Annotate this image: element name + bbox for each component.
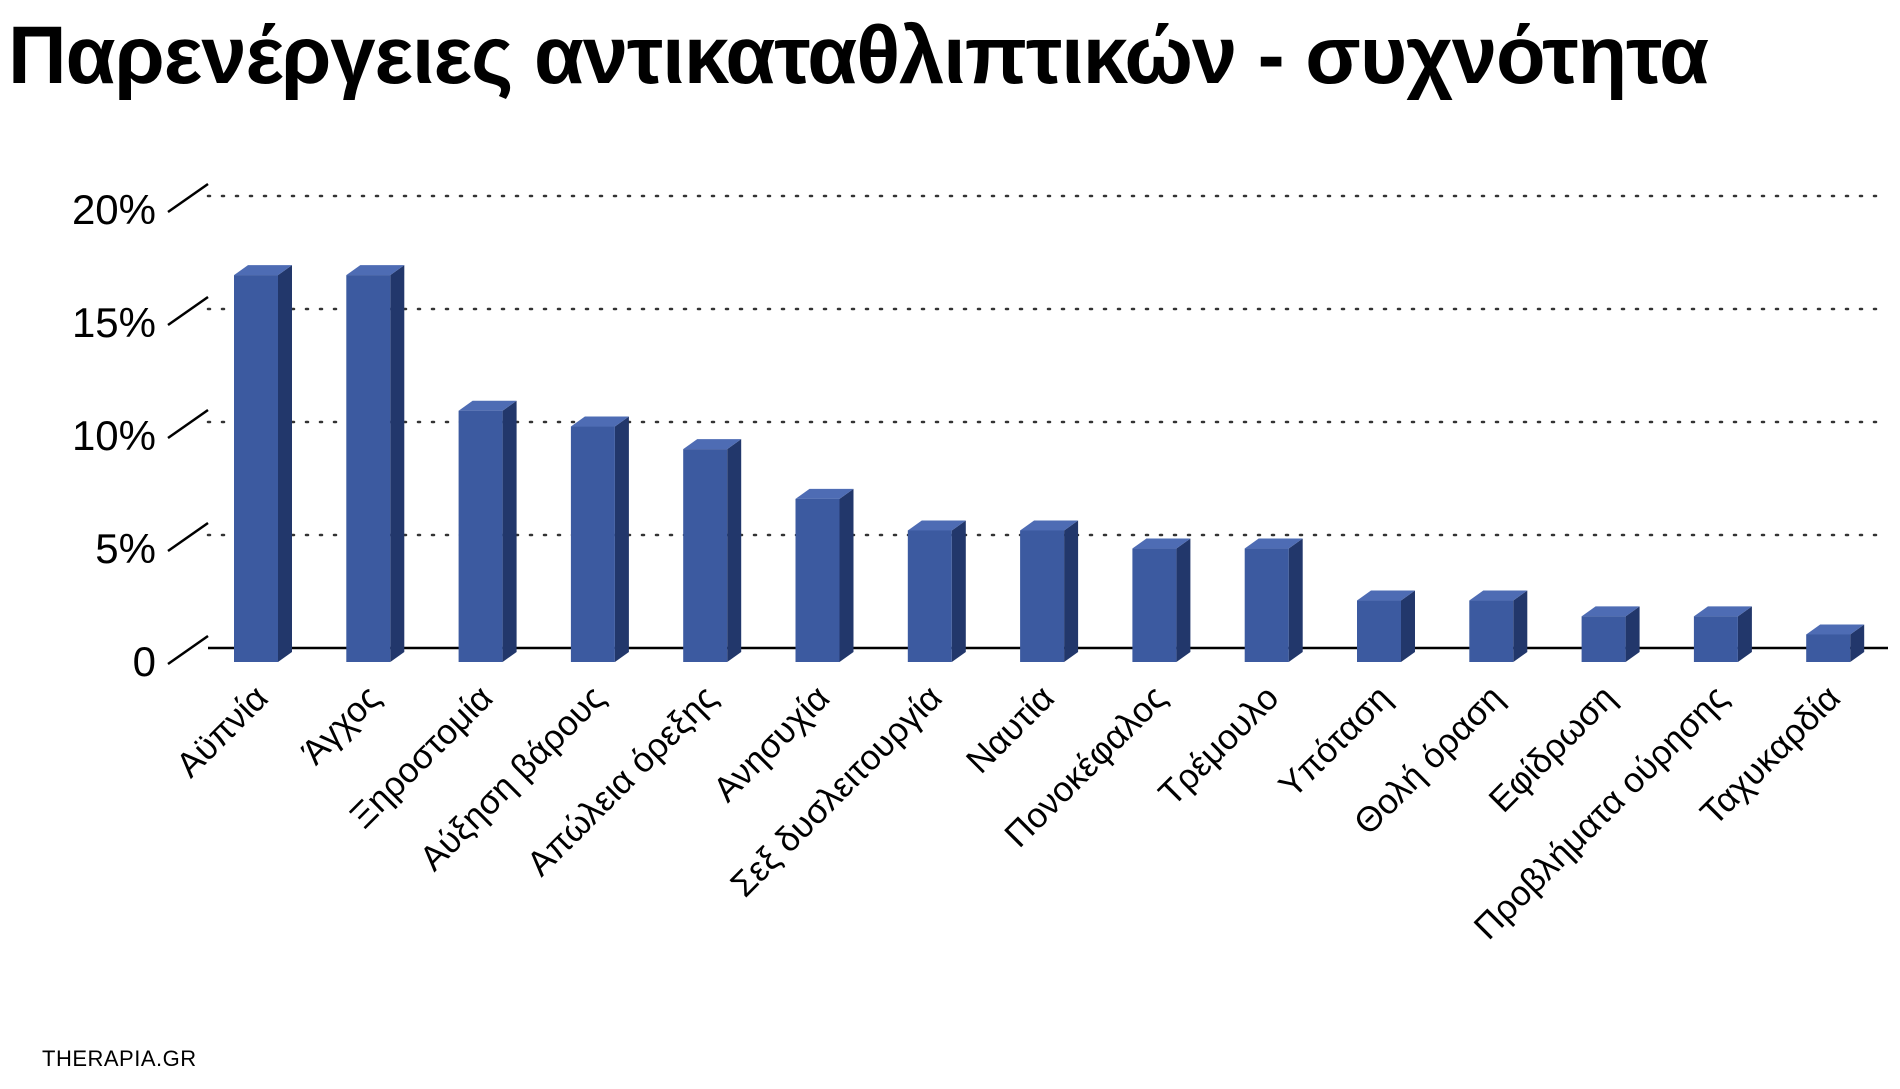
y-tick-label: 10%	[72, 412, 156, 459]
bar-top	[346, 265, 405, 276]
bar-top	[1581, 606, 1640, 617]
bar-top	[683, 439, 742, 450]
bar	[458, 410, 503, 662]
bar-top	[1806, 624, 1865, 635]
bar-top	[1020, 520, 1079, 531]
bar	[795, 498, 840, 662]
bar	[1020, 530, 1065, 662]
y-axis: 0 5% 10% 15% 20%	[72, 182, 209, 685]
bar-side	[278, 265, 292, 662]
category-label: Σεξ δυσλειτουργία	[723, 678, 949, 904]
bar-side	[1850, 624, 1865, 662]
y-tick-label: 5%	[95, 525, 156, 572]
bar	[1693, 616, 1738, 662]
bar	[1244, 548, 1289, 662]
y-tick-mark	[167, 295, 209, 327]
bar-side	[839, 488, 854, 662]
category-label: Τρέμουλο	[1151, 678, 1286, 813]
y-tick-label: 20%	[72, 186, 156, 233]
bar	[234, 275, 278, 662]
bar-top	[1244, 538, 1303, 549]
bar-side	[1064, 520, 1079, 662]
category-label: Ναυτία	[959, 678, 1062, 781]
bar	[1469, 600, 1514, 662]
y-tick-mark	[167, 521, 209, 553]
category-label: Απώλεια όρεξης	[519, 678, 724, 883]
bar-side	[1625, 606, 1640, 662]
bar	[907, 530, 952, 662]
bar-side	[614, 416, 629, 662]
bar	[570, 426, 615, 662]
y-tick-label: 0	[133, 638, 156, 685]
y-tick-mark	[167, 182, 209, 214]
bar-top	[1357, 590, 1415, 601]
y-tick-mark	[167, 634, 209, 666]
bar-top	[458, 400, 517, 411]
chart-title: Παρενέργειες αντικαταθλιπτικών - συχνότη…	[8, 10, 1709, 101]
bar-top	[570, 416, 629, 427]
category-label: Αϋπνία	[169, 678, 276, 785]
bar-top	[234, 265, 292, 276]
bar-side	[727, 439, 742, 662]
bar	[1132, 548, 1177, 662]
bar	[1806, 634, 1851, 662]
bar-side	[1401, 590, 1415, 662]
bar-side	[1176, 538, 1191, 662]
bar-top	[1693, 606, 1752, 617]
bar-side	[1288, 538, 1303, 662]
bar	[1581, 616, 1626, 662]
bar-side	[390, 265, 405, 662]
bar-top	[795, 488, 854, 499]
bars	[234, 265, 1865, 662]
bar	[1357, 600, 1401, 662]
category-label: Άγχος	[294, 678, 388, 772]
bar	[683, 449, 728, 662]
bar-side	[1513, 590, 1528, 662]
bar	[346, 275, 391, 662]
y-tick-label: 15%	[72, 299, 156, 346]
bar-top	[1469, 590, 1528, 601]
bar-side	[1737, 606, 1752, 662]
y-tick-mark	[167, 408, 209, 440]
bar-side	[502, 400, 517, 662]
bar-side	[951, 520, 966, 662]
bar-top	[1132, 538, 1191, 549]
bar-top	[907, 520, 966, 531]
source-credit: THERAPIA.GR	[42, 1046, 197, 1071]
